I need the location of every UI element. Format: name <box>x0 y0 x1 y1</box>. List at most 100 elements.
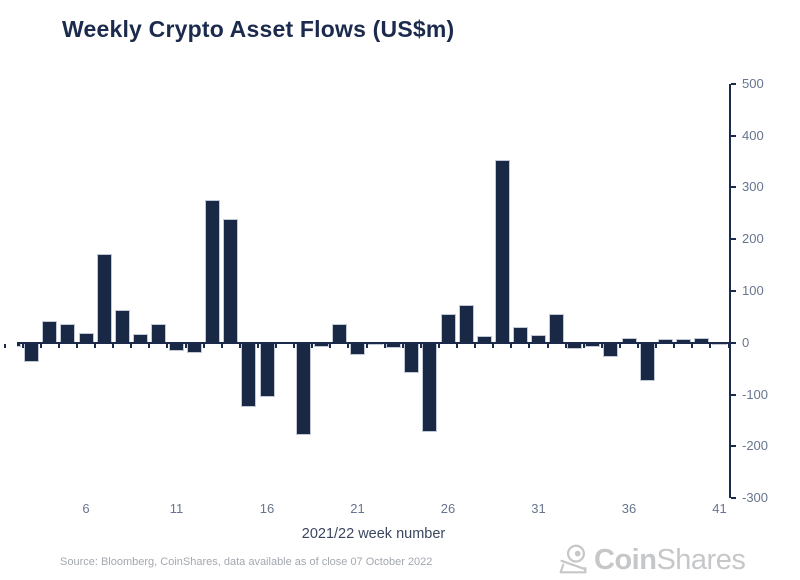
bar-week-21 <box>350 342 365 356</box>
coinshares-logo-text: CoinShares <box>594 541 746 579</box>
x-axis-tick <box>528 344 531 348</box>
bar-week-3 <box>24 342 40 362</box>
x-axis-tick <box>166 344 169 348</box>
x-axis-tick <box>202 344 205 348</box>
y-tick-label-300: 300 <box>742 179 764 195</box>
y-tick-label-100: 100 <box>742 282 764 298</box>
y-axis-tick <box>731 341 736 344</box>
y-tick-label-200: 200 <box>742 231 764 247</box>
bar-week-27 <box>458 304 474 343</box>
bar-week-14 <box>223 219 239 343</box>
y-axis-tick <box>731 393 736 396</box>
y-axis-tick <box>731 82 736 85</box>
y-axis-line <box>729 84 731 498</box>
x-axis-tick <box>727 344 730 348</box>
zero-baseline <box>17 342 730 344</box>
bar-week-15 <box>241 342 257 408</box>
x-tick-label-6: 6 <box>82 501 90 516</box>
x-axis-tick <box>130 344 133 348</box>
x-tick-label-16: 16 <box>259 501 275 516</box>
x-axis-tick <box>148 344 151 348</box>
bar-week-7 <box>96 254 112 343</box>
y-axis-tick <box>731 186 736 189</box>
x-axis-tick <box>94 344 97 348</box>
bar-week-18 <box>295 342 311 435</box>
bar-week-12 <box>187 342 203 354</box>
x-axis-tick <box>637 344 640 348</box>
x-axis-tick <box>3 344 6 348</box>
x-axis-tick <box>655 344 658 348</box>
x-axis-tick <box>75 344 78 348</box>
bar-week-32 <box>549 314 565 343</box>
y-tick-label-400: 400 <box>742 127 764 143</box>
x-axis-tick <box>347 344 350 348</box>
x-axis-tick <box>437 344 440 348</box>
bar-week-13 <box>205 199 221 343</box>
bar-week-25 <box>422 342 438 432</box>
logo-text-shares: Shares <box>656 544 746 576</box>
bar-week-20 <box>331 323 347 343</box>
x-axis-tick <box>329 344 332 348</box>
x-axis-tick <box>582 344 585 348</box>
x-axis-tick <box>510 344 513 348</box>
x-axis-tick <box>474 344 477 348</box>
x-axis-tick <box>383 344 386 348</box>
x-axis-title: 2021/22 week number <box>301 526 446 542</box>
bar-week-30 <box>512 326 528 343</box>
coinshares-logo: CoinShares <box>556 541 746 579</box>
x-axis-tick <box>564 344 567 348</box>
x-axis-tick <box>311 344 314 348</box>
x-tick-label-31: 31 <box>531 501 546 516</box>
x-axis-tick <box>293 344 296 348</box>
x-axis-tick <box>220 344 223 348</box>
x-axis-tick <box>618 344 621 348</box>
x-axis-tick <box>184 344 187 348</box>
bar-week-10 <box>150 324 166 343</box>
x-axis-tick <box>365 344 368 348</box>
bar-week-37 <box>639 342 655 381</box>
x-axis-tick <box>419 344 422 348</box>
plot-area <box>17 100 730 490</box>
x-axis-tick <box>238 344 241 348</box>
x-axis-tick <box>39 344 42 348</box>
y-tick-label--100: -100 <box>742 386 769 402</box>
bar-week-16 <box>259 342 275 397</box>
bar-week-26 <box>440 314 456 343</box>
x-axis-tick <box>691 344 694 348</box>
x-axis-tick <box>275 344 278 348</box>
x-tick-label-21: 21 <box>350 501 365 516</box>
x-tick-label-41: 41 <box>712 501 727 516</box>
y-tick-label-0: 0 <box>742 334 750 350</box>
x-axis-tick <box>456 344 459 348</box>
x-axis-tick <box>21 344 24 348</box>
x-axis-tick <box>112 344 115 348</box>
bar-week-29 <box>494 159 510 343</box>
y-tick-label--300: -300 <box>742 490 769 506</box>
x-axis-tick <box>600 344 603 348</box>
bar-week-4 <box>42 321 58 343</box>
x-axis-tick <box>401 344 404 348</box>
bar-week-8 <box>114 309 130 343</box>
y-tick-label--200: -200 <box>742 438 769 454</box>
bar-week-24 <box>404 342 420 373</box>
x-tick-label-36: 36 <box>621 501 637 516</box>
source-note: Source: Bloomberg, CoinShares, data avai… <box>60 556 433 568</box>
bar-week-35 <box>603 342 619 357</box>
x-tick-label-11: 11 <box>169 501 184 516</box>
y-axis-tick <box>731 238 736 241</box>
x-axis-tick <box>492 344 495 348</box>
x-axis-tick <box>57 344 60 348</box>
y-axis-tick <box>731 445 736 448</box>
chart-title: Weekly Crypto Asset Flows (US$m) <box>62 16 455 42</box>
x-axis-tick <box>256 344 259 348</box>
x-axis-tick <box>673 344 676 348</box>
y-axis-tick <box>731 134 736 137</box>
y-axis-tick <box>731 497 736 500</box>
x-axis-tick <box>709 344 712 348</box>
x-tick-label-26: 26 <box>440 501 456 516</box>
y-axis-tick <box>731 289 736 292</box>
x-axis-tick <box>546 344 549 348</box>
bar-week-11 <box>169 342 184 352</box>
y-tick-label-500: 500 <box>742 75 764 91</box>
